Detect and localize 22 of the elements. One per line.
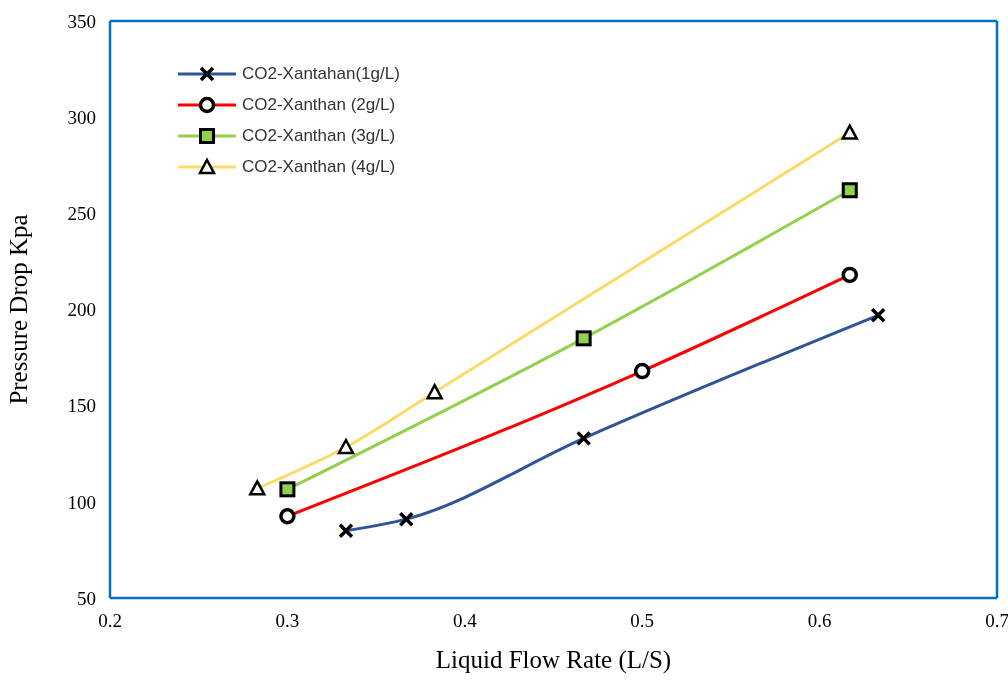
x-tick-label: 0.6	[807, 610, 832, 632]
y-axis-title: Pressure Drop Kpa	[4, 214, 32, 405]
x-tick-label: 0.3	[275, 610, 300, 632]
legend-label: CO2-Xanthan (3g/L)	[242, 125, 396, 146]
x-tick-label: 0.2	[98, 610, 122, 632]
y-tick-label: 50	[77, 587, 96, 609]
x-tick-label: 0.5	[630, 610, 655, 632]
y-tick-label: 100	[67, 491, 96, 513]
legend-label: CO2-Xanthan (4g/L)	[242, 156, 396, 177]
point	[841, 182, 858, 199]
y-tick-label: 300	[67, 106, 96, 128]
y-tick-label: 200	[67, 299, 96, 321]
y-tick-label: 350	[67, 10, 96, 32]
point	[575, 330, 592, 347]
x-tick-label: 0.7	[985, 610, 1008, 632]
point	[279, 481, 296, 498]
legend-label: CO2-Xantahan(1g/L)	[242, 63, 400, 84]
y-tick-label: 150	[67, 395, 96, 417]
y-tick-label: 250	[67, 203, 96, 225]
x-axis-title: Liquid Flow Rate (L/S)	[435, 646, 672, 674]
x-tick-label: 0.4	[452, 610, 478, 632]
legend-label: CO2-Xanthan (2g/L)	[242, 94, 396, 115]
